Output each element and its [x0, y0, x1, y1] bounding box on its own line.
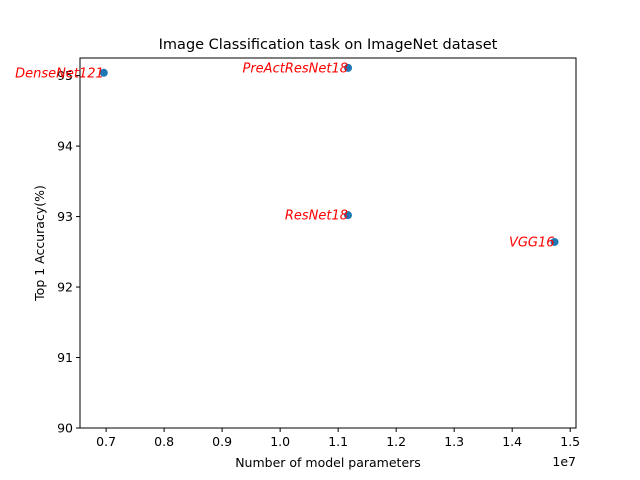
data-points: DenseNet121 PreActResNet18 ResNet18 VGG16	[15, 61, 559, 250]
x-axis-label: Number of model parameters	[235, 455, 421, 470]
x-tick-label: 1.5	[560, 434, 580, 449]
data-point-label: PreActResNet18	[243, 61, 349, 76]
y-axis-ticks: 90 91 92 93 94 95	[57, 68, 80, 436]
y-tick-label: 91	[57, 350, 73, 365]
x-axis-offset-label: 1e7	[552, 454, 576, 469]
x-tick-label: 0.9	[212, 434, 232, 449]
y-axis-label: Top 1 Accuracy(%)	[32, 185, 47, 302]
plot-frame	[79, 57, 577, 429]
y-tick-label: 93	[57, 209, 73, 224]
x-axis-ticks: 0.7 0.8 0.9 1.0 1.1 1.2 1.3 1.4 1.5	[96, 428, 580, 449]
data-point-label: VGG16	[509, 235, 555, 250]
x-tick-label: 1.1	[328, 434, 348, 449]
x-tick-label: 1.2	[386, 434, 406, 449]
x-tick-label: 1.3	[444, 434, 464, 449]
y-tick-label: 95	[57, 68, 73, 83]
chart-title: Image Classification task on ImageNet da…	[159, 37, 498, 53]
data-point	[99, 68, 108, 77]
y-tick-label: 94	[57, 139, 73, 154]
x-tick-label: 0.7	[96, 434, 116, 449]
data-point	[344, 211, 353, 220]
y-tick-label: 90	[57, 421, 73, 436]
x-tick-label: 0.8	[154, 434, 174, 449]
x-tick-label: 1.0	[270, 434, 290, 449]
data-point-label: ResNet18	[285, 209, 348, 224]
y-tick-label: 92	[57, 280, 73, 295]
x-tick-label: 1.4	[502, 434, 522, 449]
data-point	[550, 237, 559, 246]
data-point	[344, 63, 353, 72]
data-point-label: DenseNet121	[15, 66, 104, 81]
